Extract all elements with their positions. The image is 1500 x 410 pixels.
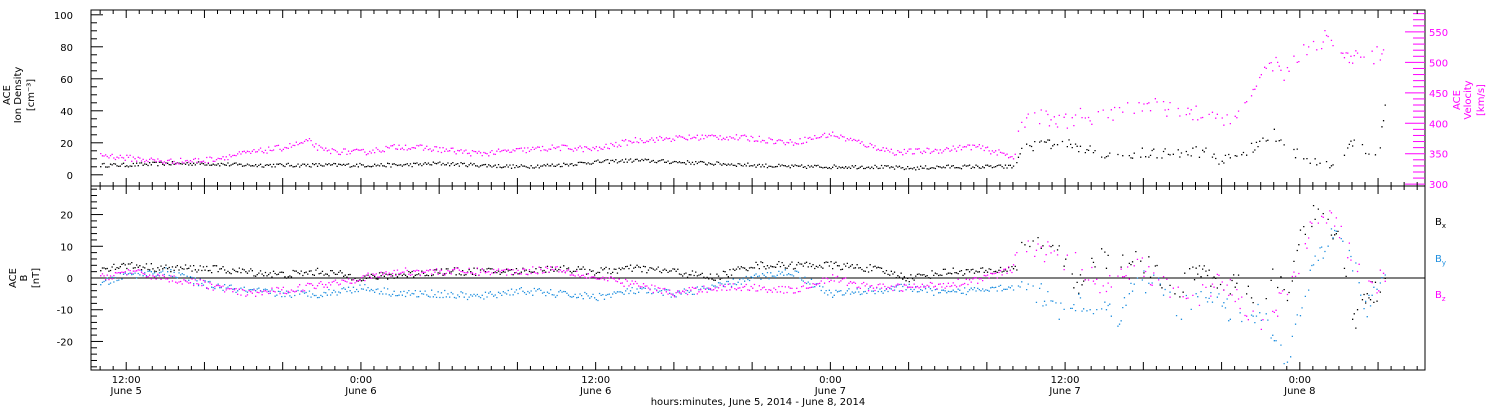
velocity-axis: 300 350 400 450 500 550 [1405,13,1448,191]
series-bx [100,204,1386,329]
legend-bx: Bx [1435,217,1446,230]
velocity-axis-label-line2: Velocity [1463,80,1474,119]
time-tick-label: 12:00 [581,375,610,386]
series-by [100,228,1386,365]
day-tick-label: June 8 [1283,386,1315,397]
velocity-tick-label: 350 [1429,150,1448,161]
legend-by: By [1435,254,1446,267]
velocity-axis-label-line3: [km/s] [1476,84,1487,116]
field-axis-label-line1: ACE [8,268,19,288]
density-tick-label: 60 [60,75,73,86]
field-tick-label: 10 [60,242,73,253]
day-tick-label: June 7 [814,386,846,397]
field-tick-label: 0 [67,274,73,285]
magnetic-field-panel: -20 -10 0 10 20 ACE B [nT] Bx By Bz [8,185,1446,371]
velocity-tick-label: 550 [1429,28,1448,39]
time-tick-label: 0:00 [819,375,841,386]
density-axis-label-line3: [cm⁻³] [26,79,37,111]
velocity-tick-label: 300 [1429,180,1448,191]
velocity-series [100,29,1385,165]
field-tick-label: 20 [60,211,73,222]
velocity-tick-label: 450 [1429,89,1448,100]
field-axis-label-line3: [nT] [31,268,42,288]
velocity-axis-label-line1: ACE [1452,90,1463,110]
field-tick-label: -10 [57,306,73,317]
density-velocity-series [100,29,1386,171]
day-tick-label: June 6 [579,386,611,397]
density-tick-label: 0 [67,171,73,182]
density-tick-label: 100 [54,11,73,22]
field-axis: -20 -10 0 10 20 [57,188,103,368]
day-tick-label: June 6 [344,386,376,397]
velocity-tick-label: 400 [1429,119,1448,130]
time-tick-label: 0:00 [1289,375,1311,386]
density-tick-label: 80 [60,43,73,54]
velocity-tick-label: 500 [1429,58,1448,69]
legend-bz: Bz [1435,290,1446,303]
field-axis-label-line2: B [19,274,30,281]
density-velocity-panel: 0 20 40 60 80 100 300 350 400 450 500 550 ACE Ion … [2,9,1487,191]
magnetic-field-series [100,204,1386,365]
time-tick-label: 12:00 [112,375,141,386]
panel1-frame [90,9,1426,187]
ion-density-series [100,104,1386,171]
density-axis-label-line1: ACE [2,85,13,105]
density-axis-label-line2: Ion Density [13,67,24,124]
legend: Bx By Bz [1435,217,1446,303]
time-tick-label: 12:00 [1051,375,1080,386]
time-tick-label: 0:00 [350,375,372,386]
series-bz [100,210,1386,331]
day-tick-label: June 5 [110,386,142,397]
time-axis-label: hours:minutes, June 5, 2014 - June 8, 20… [651,397,866,408]
density-tick-label: 40 [60,107,73,118]
density-axis: 0 20 40 60 80 100 [54,11,103,182]
field-tick-label: -20 [57,337,73,348]
density-tick-label: 20 [60,139,73,150]
day-tick-label: June 7 [1048,386,1080,397]
